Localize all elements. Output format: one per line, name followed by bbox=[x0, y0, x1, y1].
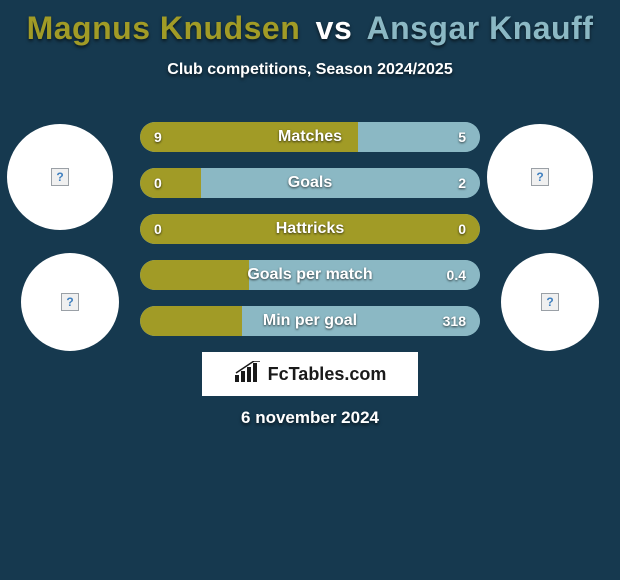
stat-label: Min per goal bbox=[140, 306, 480, 336]
stat-right-value: 0.4 bbox=[447, 260, 466, 290]
vs-separator: vs bbox=[316, 10, 353, 46]
badge-text: FcTables.com bbox=[268, 364, 387, 385]
stat-left-value: 0 bbox=[154, 214, 162, 244]
comparison-title: Magnus Knudsen vs Ansgar Knauff bbox=[0, 0, 620, 47]
stat-label: Goals bbox=[140, 168, 480, 198]
player1-club-avatar: ? bbox=[21, 253, 119, 351]
stat-label: Hattricks bbox=[140, 214, 480, 244]
stat-left-value: 0 bbox=[154, 168, 162, 198]
stat-right-value: 0 bbox=[458, 214, 466, 244]
stat-label: Goals per match bbox=[140, 260, 480, 290]
image-placeholder-icon: ? bbox=[51, 168, 69, 186]
player2-name: Ansgar Knauff bbox=[366, 10, 593, 46]
stat-label: Matches bbox=[140, 122, 480, 152]
stat-row: Goals per match0.4 bbox=[140, 260, 480, 290]
stat-row: Min per goal318 bbox=[140, 306, 480, 336]
bar-chart-icon bbox=[234, 361, 262, 388]
fctables-badge: FcTables.com bbox=[202, 352, 418, 396]
infographic-content: Magnus Knudsen vs Ansgar Knauff Club com… bbox=[0, 0, 620, 580]
date-text: 6 november 2024 bbox=[0, 408, 620, 428]
stat-right-value: 318 bbox=[443, 306, 466, 336]
stat-row: Matches9 5 bbox=[140, 122, 480, 152]
stat-row: Hattricks0 0 bbox=[140, 214, 480, 244]
image-placeholder-icon: ? bbox=[531, 168, 549, 186]
player1-name: Magnus Knudsen bbox=[27, 10, 301, 46]
image-placeholder-icon: ? bbox=[61, 293, 79, 311]
stat-row: Goals0 2 bbox=[140, 168, 480, 198]
stat-left-value: 9 bbox=[154, 122, 162, 152]
player1-avatar: ? bbox=[7, 124, 113, 230]
subtitle: Club competitions, Season 2024/2025 bbox=[0, 61, 620, 79]
image-placeholder-icon: ? bbox=[541, 293, 559, 311]
player2-club-avatar: ? bbox=[501, 253, 599, 351]
player2-avatar: ? bbox=[487, 124, 593, 230]
stat-right-value: 5 bbox=[458, 122, 466, 152]
stats-bars: Matches95Goals02Hattricks00Goals per mat… bbox=[140, 122, 480, 352]
stat-right-value: 2 bbox=[458, 168, 466, 198]
